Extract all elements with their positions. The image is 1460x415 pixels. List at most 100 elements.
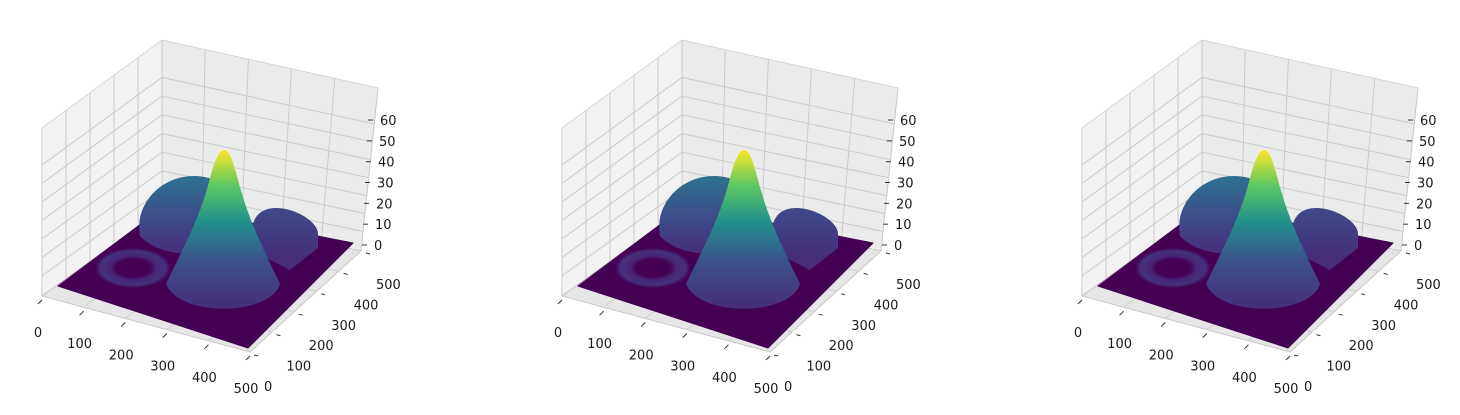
y-tick-mark [796, 334, 801, 337]
y-tick-mark [321, 293, 326, 296]
z-gridline [561, 76, 895, 166]
z-gridline [561, 151, 887, 240]
z-gridline [1081, 76, 1415, 166]
y-tick-label: 300 [1371, 319, 1396, 334]
y-tick-label: 400 [1394, 298, 1419, 313]
surface-cone [686, 150, 800, 309]
surface-panel-1: 0 100 200 300 400 500 0 100 200 300 400 500 0 10 20 30 4… [34, 39, 401, 397]
x-tick-label: 400 [192, 371, 217, 386]
y-tick-label: 100 [806, 360, 831, 375]
z-gridline [561, 170, 885, 258]
y-tick-mark [1293, 354, 1299, 357]
y-tick-label: 400 [874, 298, 899, 313]
x-tick-label: 500 [754, 382, 779, 397]
z-tick-label: 20 [896, 197, 913, 212]
y-tick-mark [1316, 334, 1321, 337]
x-gridline [769, 250, 882, 353]
y-tick-mark [253, 354, 259, 357]
surface-plateau [772, 208, 838, 270]
z-gridline [41, 114, 371, 203]
y-tick-mark [773, 354, 779, 357]
x-tick-mark [640, 322, 646, 327]
y-tick-mark [1383, 272, 1388, 275]
x-tick-label: 200 [629, 348, 654, 363]
x-tick-mark [79, 310, 84, 316]
y-tick-label: 500 [896, 278, 921, 293]
y-tick-mark [818, 313, 823, 316]
z-gridline [41, 170, 365, 258]
z-tick-label: 60 [1420, 114, 1437, 129]
surface-panel-3: 0 100 200 300 400 500 0 100 200 300 400 500 0 10 20 30 4… [1074, 39, 1441, 397]
z-gridline [41, 95, 373, 184]
x-gridline [249, 250, 362, 353]
z-tick-label: 30 [897, 177, 914, 192]
y-tick-label: 100 [1326, 360, 1351, 375]
x-tick-mark [557, 299, 563, 305]
y-tick-mark [343, 272, 348, 275]
y-tick-label: 500 [376, 278, 401, 293]
y-tick-mark [841, 293, 846, 296]
x-tick-label: 100 [67, 337, 92, 352]
z-tick-label: 10 [895, 218, 912, 233]
z-gridline [1081, 133, 1409, 221]
x-tick-label: 400 [712, 371, 737, 386]
z-tick-label: 40 [1418, 156, 1435, 171]
z-tick-label: 50 [899, 135, 916, 150]
y-tick-mark [298, 313, 303, 316]
x-tick-label: 300 [1190, 360, 1215, 375]
x-tick-label: 0 [34, 326, 42, 341]
y-tick-label: 200 [1349, 339, 1374, 354]
x-wall-gridline [1320, 68, 1333, 235]
y-tick-label: 200 [309, 339, 334, 354]
x-wall-gridline [1360, 78, 1376, 243]
y-gridline [1081, 295, 1291, 353]
z-tick-label: 10 [375, 218, 392, 233]
y-tick-mark [1361, 293, 1366, 296]
surface-cone [166, 150, 280, 309]
x-gridline [1289, 250, 1402, 353]
z-tick-label: 30 [1417, 177, 1434, 192]
surface-torus-hole [119, 259, 147, 273]
x-wall-gridline [320, 78, 336, 243]
x-tick-label: 400 [1232, 371, 1257, 386]
z-gridline [1081, 151, 1407, 240]
x-wall-gridline [280, 68, 293, 235]
z-gridline [561, 95, 893, 184]
z-tick-label: 60 [900, 114, 917, 129]
z-gridline [41, 151, 367, 240]
x-tick-label: 500 [234, 382, 259, 397]
x-tick-mark [37, 299, 43, 305]
x-wall-gridline [800, 68, 813, 235]
surface-torus-hole [1159, 259, 1187, 273]
z-tick-label: 40 [898, 156, 915, 171]
z-tick-label: 30 [377, 177, 394, 192]
x-tick-mark [1244, 344, 1249, 350]
x-tick-label: 200 [109, 348, 134, 363]
z-gridline [1081, 95, 1413, 184]
y-tick-label: 100 [286, 360, 311, 375]
x-tick-label: 0 [1074, 326, 1082, 341]
z-gridline [41, 76, 375, 166]
y-tick-mark [276, 334, 281, 337]
z-tick-label: 20 [376, 197, 393, 212]
x-tick-label: 100 [1107, 337, 1132, 352]
y-tick-label: 400 [354, 298, 379, 313]
y-tick-label: 300 [331, 319, 356, 334]
z-tick-label: 40 [378, 156, 395, 171]
z-gridline [1081, 114, 1411, 203]
x-tick-label: 0 [554, 326, 562, 341]
x-tick-mark [1285, 355, 1291, 361]
z-tick-label: 0 [374, 239, 382, 254]
z-gridline [561, 114, 891, 203]
y-tick-mark [1405, 252, 1411, 255]
x-tick-mark [245, 355, 251, 361]
y-tick-label: 500 [1416, 278, 1441, 293]
y-tick-mark [885, 252, 891, 255]
x-tick-mark [1077, 299, 1083, 305]
x-wall-gridline [840, 78, 856, 243]
x-tick-mark [1202, 333, 1208, 338]
surface-cone [1206, 150, 1320, 309]
surface-torus-hole [639, 259, 667, 273]
y-tick-label: 300 [851, 319, 876, 334]
